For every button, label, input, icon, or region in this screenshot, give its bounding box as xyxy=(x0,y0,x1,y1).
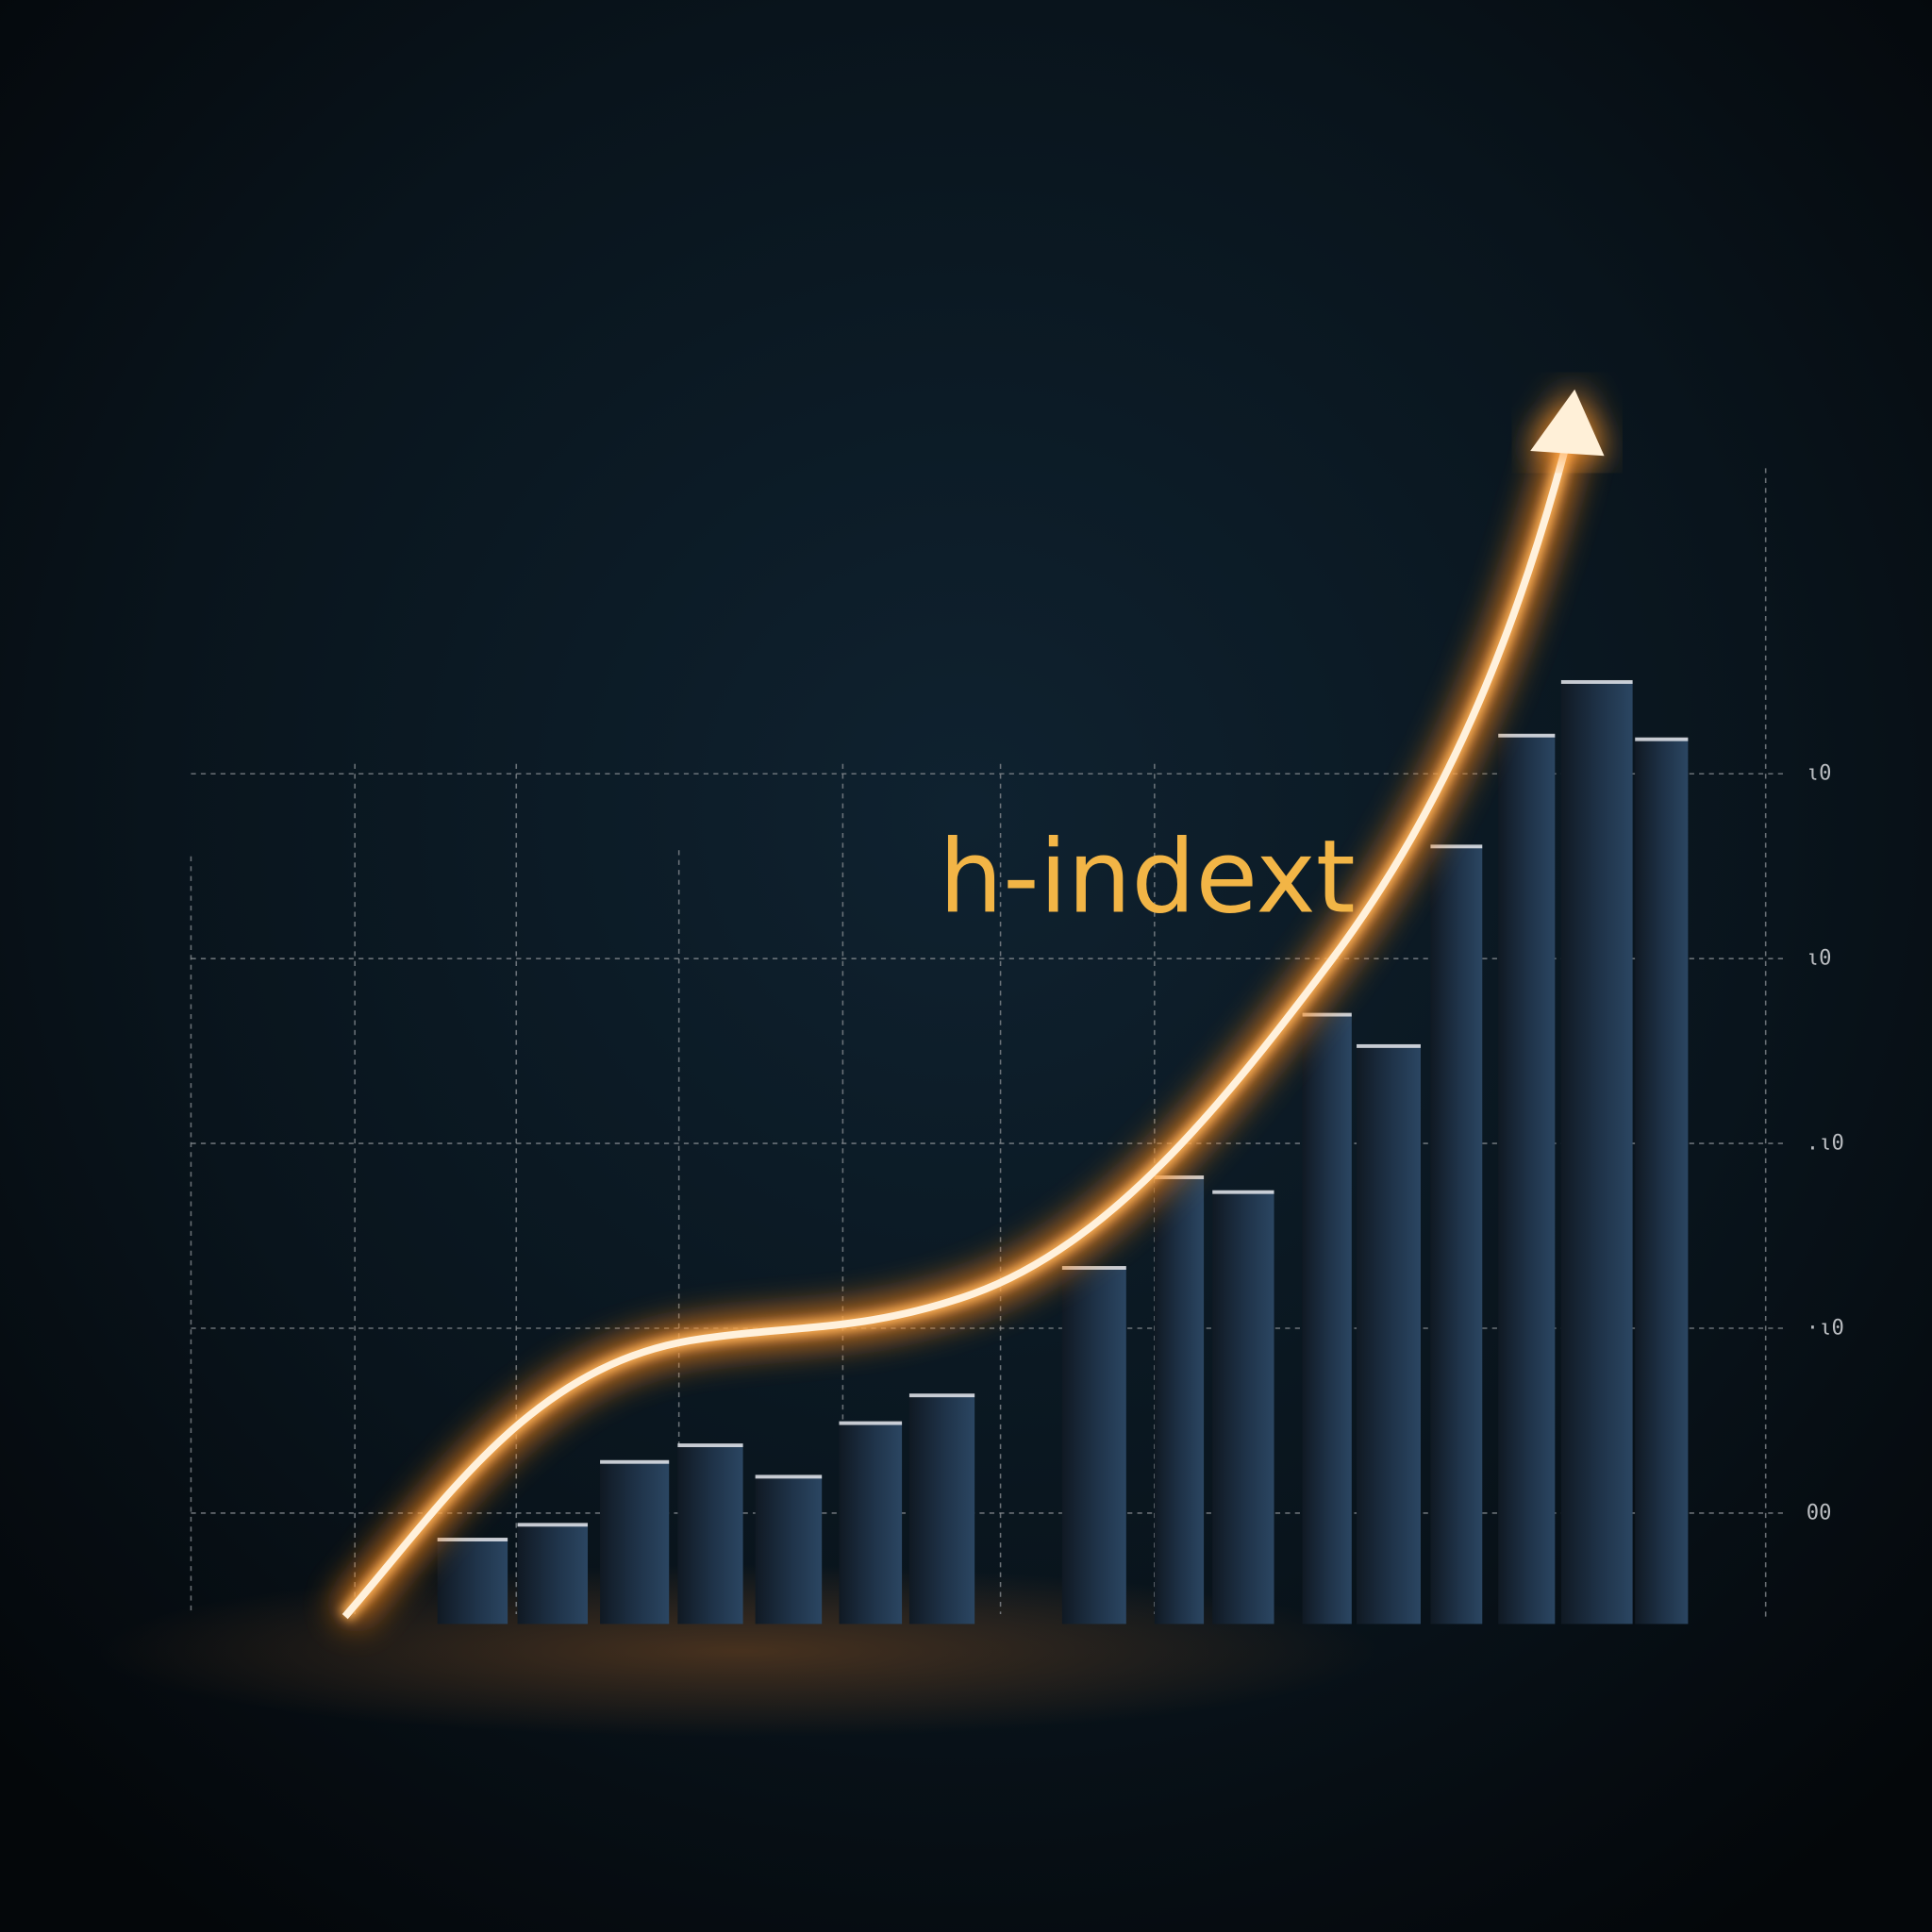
bar-highlight xyxy=(839,1421,903,1425)
y-tick-label: ι0 xyxy=(1807,761,1832,786)
bar xyxy=(908,1394,975,1624)
horizontal-grid: 00 ·ι0 .ι0 ι0 ι0 xyxy=(191,761,1844,1524)
bar-highlight xyxy=(755,1474,823,1479)
bar xyxy=(1560,681,1633,1624)
bar-highlight xyxy=(677,1443,743,1448)
chart-title: h-indext xyxy=(939,820,1356,937)
bar xyxy=(600,1461,670,1624)
arrow-line xyxy=(341,430,1574,1620)
y-tick-label: .ι0 xyxy=(1807,1131,1844,1156)
bar-highlight xyxy=(1635,737,1689,741)
bar xyxy=(1498,735,1556,1624)
y-tick-label: ι0 xyxy=(1807,946,1832,971)
bar xyxy=(1212,1191,1274,1624)
trend-arrow xyxy=(332,387,1607,1627)
bar-highlight xyxy=(908,1393,975,1398)
bar-highlight xyxy=(1061,1266,1126,1270)
bar-highlight xyxy=(600,1459,670,1464)
bar xyxy=(517,1524,589,1624)
bar xyxy=(437,1539,508,1624)
bar xyxy=(839,1422,903,1624)
bar xyxy=(1430,845,1483,1624)
bar-highlight xyxy=(1212,1190,1274,1194)
bar xyxy=(677,1444,743,1624)
bar xyxy=(1302,1013,1352,1624)
bar-highlight xyxy=(517,1523,589,1527)
y-tick-label: 00 xyxy=(1807,1500,1832,1524)
bar xyxy=(1061,1267,1126,1624)
bar xyxy=(755,1475,823,1624)
bar-highlight xyxy=(437,1538,508,1541)
floor-glow xyxy=(98,1564,1380,1738)
bar-highlight xyxy=(1498,733,1556,738)
bar-highlight xyxy=(1430,844,1483,849)
bar xyxy=(1635,739,1689,1624)
bar-highlight xyxy=(1560,679,1633,684)
y-tick-label: ·ι0 xyxy=(1807,1316,1844,1341)
bar xyxy=(1154,1176,1205,1624)
bar xyxy=(1357,1045,1421,1624)
bars xyxy=(437,679,1689,1624)
bar-highlight xyxy=(1154,1175,1205,1179)
bar-highlight xyxy=(1302,1012,1352,1017)
arrow-head xyxy=(1530,389,1605,457)
bar-highlight xyxy=(1357,1043,1421,1048)
